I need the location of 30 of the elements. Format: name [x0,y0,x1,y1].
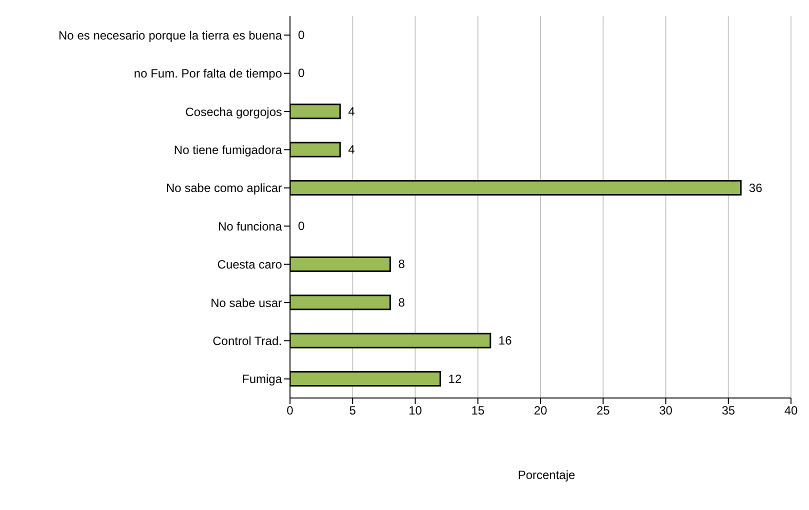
y-tick-label: Control Trad. [212,334,282,348]
y-tick-label: No sabe usar [210,296,282,310]
y-tick-label: No tiene fumigadora [174,142,282,157]
x-tick-label: 15 [471,404,485,418]
x-tick-label: 40 [784,404,798,418]
x-tick-label: 25 [596,404,610,418]
y-tick-label: No es necesario porque la tierra es buena [58,28,282,42]
y-tick-label: No sabe como aplicar [166,181,282,196]
data-label: 36 [748,180,763,195]
data-label: 4 [348,142,356,157]
x-tick-label: 0 [286,404,294,418]
y-tick-label: Cuesta caro [217,258,282,272]
data-label: 16 [498,334,512,348]
data-label: 0 [298,219,305,233]
y-tick-label: No funciona [218,219,282,234]
data-label: 12 [448,372,462,386]
x-tick-label: 30 [659,404,673,418]
x-axis-title: Porcentaje [516,468,576,482]
y-tick-label: Fumiga [242,372,282,386]
y-tick-label: no Fum. Por falta de tiempo [134,66,282,81]
data-label: 8 [398,295,406,310]
x-tick-label: 35 [722,404,736,418]
data-label: 0 [298,28,305,42]
y-tick-label: Cosecha gorgojos [185,104,282,119]
x-tick-label: 20 [534,404,548,418]
data-label: 0 [298,66,305,80]
data-label: 4 [348,104,356,118]
x-tick-label: 10 [408,404,422,418]
data-label: 8 [398,257,406,272]
x-tick-label: 5 [349,404,356,418]
